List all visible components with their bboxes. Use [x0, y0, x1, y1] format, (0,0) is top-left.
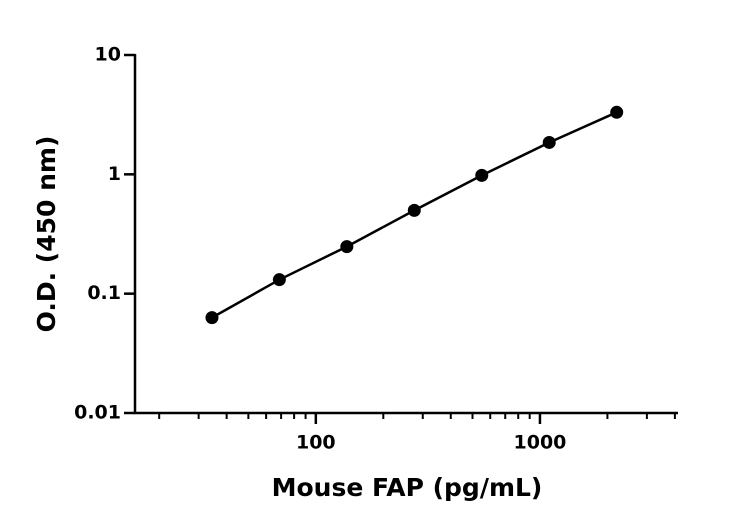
data-point [205, 311, 219, 325]
data-point [407, 203, 421, 217]
y-axis-title: O.D. (450 nm) [32, 136, 61, 333]
x-axis-title: Mouse FAP (pg/mL) [272, 473, 543, 502]
y-tick-label: 1 [108, 163, 121, 185]
y-tick-label: 10 [95, 44, 121, 66]
data-point [272, 273, 286, 287]
data-point [340, 240, 354, 254]
data-point [475, 168, 489, 182]
x-tick-label: 1000 [514, 432, 567, 454]
x-tick-label: 100 [296, 432, 336, 454]
y-tick-label: 0.1 [87, 282, 121, 304]
y-tick-label: 0.01 [74, 402, 121, 424]
data-point [542, 135, 556, 149]
data-point [610, 105, 624, 119]
